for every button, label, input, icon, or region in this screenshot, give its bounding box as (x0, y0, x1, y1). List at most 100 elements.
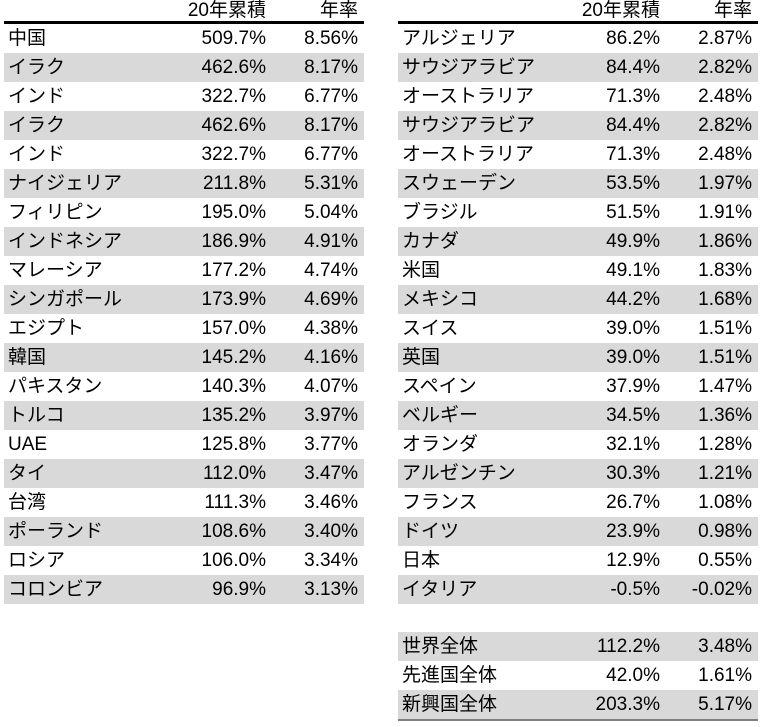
country-name: ドイツ (402, 521, 460, 542)
annual-value: 1.21% (698, 463, 752, 484)
annual-value: 5.04% (304, 202, 358, 223)
cumulative-value: 30.3% (606, 463, 660, 484)
right-table-header-row: 20年累積 年率 (398, 0, 758, 24)
table-row: シンガポール 173.9% 4.69% (4, 285, 364, 314)
country-name: メキシコ (402, 289, 479, 310)
cumulative-value: 86.2% (606, 28, 660, 49)
cumulative-value: 44.2% (606, 289, 660, 310)
country-name: インド (8, 144, 66, 165)
annual-value: 2.48% (698, 86, 752, 107)
cumulative-value: 34.5% (606, 405, 660, 426)
cumulative-value: 23.9% (606, 521, 660, 542)
table-row: パキスタン 140.3% 4.07% (4, 372, 364, 401)
aggregate-name: 先進国全体 (402, 665, 498, 686)
country-name: 台湾 (8, 492, 47, 513)
cumulative-value: 186.9% (201, 231, 266, 252)
annual-value: 1.51% (698, 347, 752, 368)
country-name: パキスタン (8, 376, 103, 397)
annual-value: 4.07% (304, 376, 358, 397)
country-name: アルゼンチン (402, 463, 516, 484)
cumulative-value: 112.0% (202, 463, 266, 484)
annual-value: 3.47% (304, 463, 358, 484)
country-name: エジプト (8, 318, 85, 339)
table-row: サウジアラビア 84.4% 2.82% (398, 53, 758, 82)
annual-value: 4.74% (304, 260, 358, 281)
table-row: インドネシア 186.9% 4.91% (4, 227, 364, 256)
country-name: サウジアラビア (402, 115, 536, 136)
left-table: 20年累積 年率 中国 509.7% 8.56% イラク 462.6% 8.17… (4, 0, 364, 604)
cumulative-value: 111.3% (204, 492, 266, 513)
annual-value: 3.77% (304, 434, 358, 455)
summary-row: 先進国全体 42.0% 1.61% (398, 661, 758, 690)
country-name: イラク (8, 115, 66, 136)
cumulative-value: 42.0% (606, 665, 660, 686)
annual-value: 1.97% (698, 173, 752, 194)
country-name: 米国 (402, 260, 441, 281)
country-name: フィリピン (8, 202, 103, 223)
cumulative-value: 140.3% (201, 376, 266, 397)
table-row: オーストラリア 71.3% 2.48% (398, 82, 758, 111)
cumulative-value: 71.3% (606, 86, 660, 107)
table-row: ドイツ 23.9% 0.98% (398, 517, 758, 546)
annual-value: 1.08% (698, 492, 752, 513)
table-row: スウェーデン 53.5% 1.97% (398, 169, 758, 198)
table-row: コロンビア 96.9% 3.13% (4, 575, 364, 604)
annual-value: 2.87% (698, 28, 752, 49)
cumulative-value: 322.7% (201, 86, 266, 107)
cumulative-value: 84.4% (606, 115, 660, 136)
cumulative-value: 106.0% (201, 550, 266, 571)
table-row: メキシコ 44.2% 1.68% (398, 285, 758, 314)
table-row: ロシア 106.0% 3.34% (4, 546, 364, 575)
table-row: UAE 125.8% 3.77% (4, 430, 364, 459)
table-row: 米国 49.1% 1.83% (398, 256, 758, 285)
country-name: ナイジェリア (8, 173, 123, 194)
cumulative-value: 39.0% (606, 318, 660, 339)
table-row: 台湾 111.3% 3.46% (4, 488, 364, 517)
annual-value: 0.98% (698, 521, 752, 542)
country-name: スペイン (402, 376, 477, 397)
country-name: タイ (8, 463, 47, 484)
table-row: インド 322.7% 6.77% (4, 82, 364, 111)
summary-row: 新興国全体 203.3% 5.17% (398, 690, 758, 721)
cumulative-value: 462.6% (201, 115, 266, 136)
cumulative-value: 12.9% (606, 550, 660, 571)
annual-value: 2.82% (698, 57, 752, 78)
cumulative-value: 37.9% (606, 376, 660, 397)
annual-value: 4.91% (304, 231, 358, 252)
country-name: ベルギー (402, 405, 479, 426)
annual-value: -0.02% (691, 579, 752, 600)
table-row: アルジェリア 86.2% 2.87% (398, 24, 758, 53)
country-name: インド (8, 86, 66, 107)
country-name: 英国 (402, 347, 441, 368)
left-table-rows: 中国 509.7% 8.56% イラク 462.6% 8.17% インド 322… (4, 24, 364, 604)
country-name: 日本 (402, 550, 441, 571)
cumulative-value: 53.5% (606, 173, 660, 194)
annual-value: 1.91% (698, 202, 752, 223)
country-name: 韓国 (8, 347, 47, 368)
table-row: スペイン 37.9% 1.47% (398, 372, 758, 401)
annual-value: 1.68% (698, 289, 752, 310)
country-name: アルジェリア (402, 28, 516, 49)
annual-value: 8.56% (304, 28, 358, 49)
table-row: アルゼンチン 30.3% 1.21% (398, 459, 758, 488)
cumulative-value: 145.2% (201, 347, 266, 368)
country-name: UAE (8, 434, 48, 455)
column-header-annual: 年率 (713, 0, 752, 21)
annual-value: 1.36% (698, 405, 752, 426)
cumulative-value: 173.9% (201, 289, 266, 310)
cumulative-value: -0.5% (610, 579, 660, 600)
country-name: オーストラリア (402, 86, 535, 107)
annual-value: 8.17% (304, 115, 358, 136)
country-name: オーストラリア (402, 144, 535, 165)
table-row: フィリピン 195.0% 5.04% (4, 198, 364, 227)
table-row: ブラジル 51.5% 1.91% (398, 198, 758, 227)
annual-value: 4.69% (304, 289, 358, 310)
country-name: フランス (402, 492, 478, 513)
cumulative-value: 51.5% (606, 202, 660, 223)
cumulative-value: 96.9% (212, 579, 266, 600)
country-name: サウジアラビア (402, 57, 536, 78)
country-name: ブラジル (402, 202, 478, 223)
table-row: ポーランド 108.6% 3.40% (4, 517, 364, 546)
annual-value: 4.16% (304, 347, 358, 368)
